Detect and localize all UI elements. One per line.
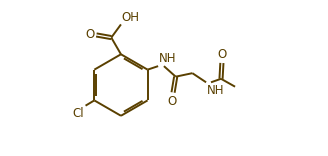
Text: NH: NH <box>159 52 176 65</box>
Text: O: O <box>168 95 177 108</box>
Text: NH: NH <box>207 84 224 97</box>
Text: O: O <box>217 48 227 61</box>
Text: OH: OH <box>122 11 140 24</box>
Text: O: O <box>86 28 95 41</box>
Text: Cl: Cl <box>72 107 84 120</box>
